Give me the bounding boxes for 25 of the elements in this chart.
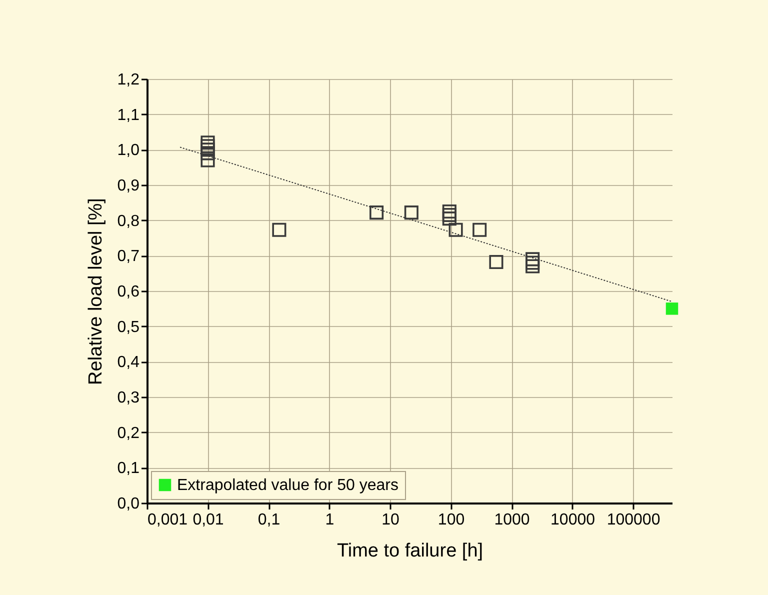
y-tick-label: 1,2 (117, 72, 140, 88)
y-tick-label: 0,9 (117, 178, 140, 194)
y-tick-label: 0,0 (117, 496, 140, 512)
y-axis-title: Relative load level [%] (85, 198, 106, 385)
y-tick-label: 1,0 (117, 142, 140, 160)
y-tick-label: 0,2 (117, 424, 140, 442)
x-tick-label: 0,01 (192, 512, 224, 528)
y-tick-label: 0,4 (117, 354, 140, 372)
x-tick-label: 100 (438, 512, 465, 528)
x-tick-label: 0,1 (258, 512, 280, 528)
y-tick-label: 0,1 (117, 460, 140, 478)
x-tick-label: 100000 (606, 512, 660, 528)
x-axis-title: Time to failure [h] (336, 540, 484, 562)
y-tick-label: 0,7 (117, 248, 140, 266)
x-tick-label: 1000 (494, 512, 530, 528)
y-tick-label: 1,1 (117, 106, 140, 124)
y-tick-label: 0,6 (117, 284, 140, 300)
y-tick-label: 0,8 (117, 212, 140, 230)
y-tick-label: 0,5 (117, 318, 140, 336)
legend-label: Extrapolated value for 50 years (177, 477, 398, 494)
x-tick-label: 0,001 (148, 512, 188, 528)
y-tick-label: 0,3 (117, 390, 140, 406)
x-tick-label: 10000 (550, 512, 596, 528)
x-tick-label: 1 (325, 512, 334, 528)
x-tick-label: 10 (382, 512, 400, 528)
